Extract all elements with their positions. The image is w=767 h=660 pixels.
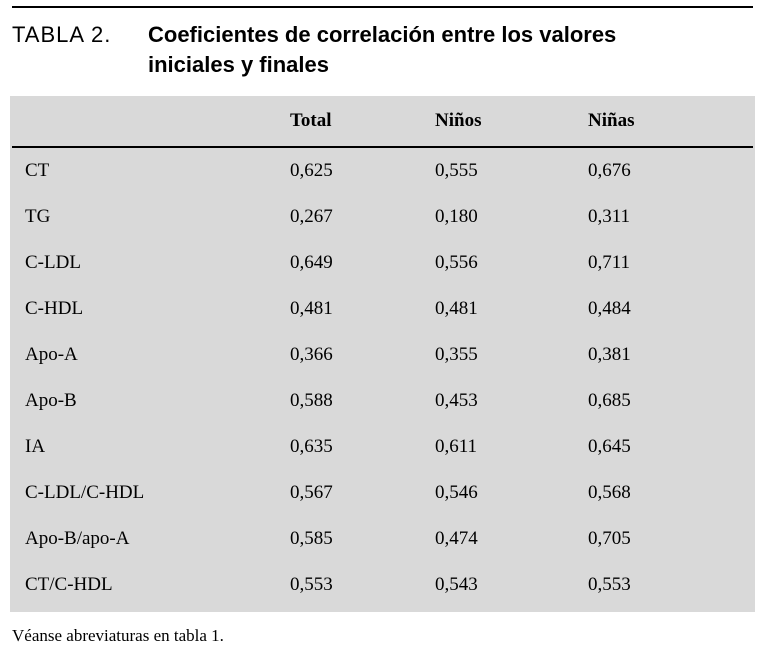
cell-value: 0,267 <box>290 206 333 227</box>
cell-value: 0,474 <box>435 528 478 549</box>
cell-value: 0,556 <box>435 252 478 273</box>
cell-value: 0,381 <box>588 344 631 365</box>
cell-value: 0,635 <box>290 436 333 457</box>
cell-value: 0,543 <box>435 574 478 595</box>
cell-value: 0,711 <box>588 252 631 273</box>
table-row: C-HDL 0,481 0,481 0,484 <box>10 286 755 332</box>
table-caption: TABLA 2. Coeficientes de correlación ent… <box>12 20 753 80</box>
row-label: CT/C-HDL <box>25 574 113 595</box>
cell-value: 0,611 <box>435 436 478 457</box>
cell-value: 0,585 <box>290 528 333 549</box>
header-rule <box>12 146 753 148</box>
cell-value: 0,588 <box>290 390 333 411</box>
table-row: CT 0,625 0,555 0,676 <box>10 148 755 194</box>
cell-value: 0,645 <box>588 436 631 457</box>
cell-value: 0,481 <box>435 298 478 319</box>
table-row: Apo-B 0,588 0,453 0,685 <box>10 378 755 424</box>
cell-value: 0,355 <box>435 344 478 365</box>
row-label: IA <box>25 436 46 457</box>
column-header-ninos: Niños <box>435 110 482 131</box>
row-label: C-HDL <box>25 298 84 319</box>
row-label: Apo-B <box>25 390 77 411</box>
cell-value: 0,180 <box>435 206 478 227</box>
cell-value: 0,553 <box>290 574 333 595</box>
cell-value: 0,676 <box>588 160 631 181</box>
cell-value: 0,685 <box>588 390 631 411</box>
cell-value: 0,553 <box>588 574 631 595</box>
table-row: Apo-B/apo-A 0,585 0,474 0,705 <box>10 516 755 562</box>
column-header-total: Total <box>290 110 332 131</box>
row-label: Apo-B/apo-A <box>25 528 130 549</box>
row-label: C-LDL/C-HDL <box>25 482 145 503</box>
table-header-row: Total Niños Niñas <box>10 96 755 146</box>
row-label: Apo-A <box>25 344 78 365</box>
table-row: C-LDL/C-HDL 0,567 0,546 0,568 <box>10 470 755 516</box>
row-label: C-LDL <box>25 252 81 273</box>
cell-value: 0,481 <box>290 298 333 319</box>
table-caption-title-line2: iniciales y finales <box>148 52 329 77</box>
table-footnote: Véanse abreviaturas en tabla 1. <box>12 626 224 645</box>
cell-value: 0,453 <box>435 390 478 411</box>
data-table: Total Niños Niñas CT 0,625 0,555 0,676 T… <box>10 96 755 612</box>
cell-value: 0,649 <box>290 252 333 273</box>
table-caption-label: TABLA 2. <box>12 22 112 47</box>
cell-value: 0,705 <box>588 528 631 549</box>
table-row: TG 0,267 0,180 0,311 <box>10 194 755 240</box>
table-caption-title-line1: Coeficientes de correlación entre los va… <box>148 22 617 47</box>
top-rule <box>12 6 753 8</box>
cell-value: 0,311 <box>588 206 631 227</box>
column-header-ninas: Niñas <box>588 110 635 131</box>
table-row: CT/C-HDL 0,553 0,543 0,553 <box>10 562 755 608</box>
cell-value: 0,546 <box>435 482 478 503</box>
row-label: CT <box>25 160 50 181</box>
cell-value: 0,625 <box>290 160 333 181</box>
cell-value: 0,484 <box>588 298 631 319</box>
table-row: IA 0,635 0,611 0,645 <box>10 424 755 470</box>
cell-value: 0,567 <box>290 482 333 503</box>
table-caption-title: Coeficientes de correlación entre los va… <box>148 20 616 80</box>
table-figure: TABLA 2. Coeficientes de correlación ent… <box>10 6 755 645</box>
table-row: Apo-A 0,366 0,355 0,381 <box>10 332 755 378</box>
cell-value: 0,555 <box>435 160 478 181</box>
cell-value: 0,568 <box>588 482 631 503</box>
row-label: TG <box>25 206 51 227</box>
table-row: C-LDL 0,649 0,556 0,711 <box>10 240 755 286</box>
cell-value: 0,366 <box>290 344 333 365</box>
